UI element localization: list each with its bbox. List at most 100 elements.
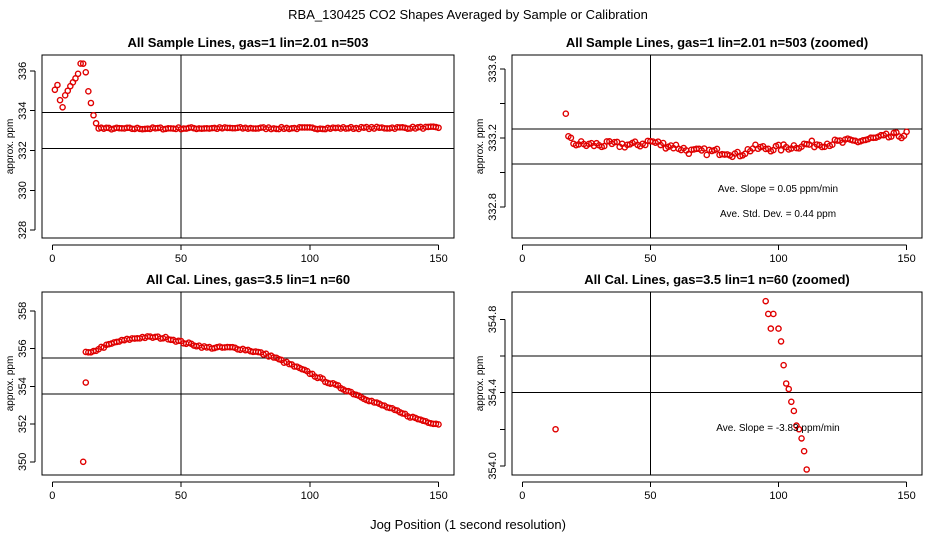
data-point	[306, 370, 314, 378]
data-point	[79, 60, 87, 67]
data-point	[92, 119, 100, 127]
y-tick-label: 356	[17, 339, 29, 357]
y-axis-label: approx. ppm	[5, 356, 16, 412]
data-point	[175, 337, 182, 345]
data-point	[254, 348, 262, 356]
y-tick-label: 333.2	[487, 124, 499, 152]
y-axis-label: approx. ppm	[475, 119, 486, 175]
x-tick-label: 50	[644, 253, 656, 265]
data-point	[788, 398, 795, 406]
annotation-text: Ave. Std. Dev. = 0.44 ppm	[720, 209, 836, 220]
data-point	[74, 70, 82, 78]
chart-panel-3: All Cal. Lines, gas=3.5 lin=1 n=60 approx…	[5, 272, 455, 502]
plot-frame	[511, 291, 923, 476]
panel-title: All Cal. Lines, gas=3.5 lin=1 n=60	[146, 272, 350, 287]
data-point	[829, 141, 836, 149]
y-tick-label: 352	[17, 415, 29, 433]
y-axis-label: approx. ppm	[475, 356, 486, 412]
figure-xlabel: Jog Position (1 second resolution)	[370, 517, 566, 532]
data-point	[777, 146, 785, 154]
x-tick-label: 100	[301, 490, 319, 502]
plot-frame	[511, 54, 923, 239]
data-point	[813, 141, 821, 148]
points-group	[552, 297, 810, 473]
data-point	[85, 88, 92, 95]
annotation-text: Ave. Slope = 0.05 ppm/min	[718, 184, 838, 195]
data-point	[285, 360, 293, 368]
x-tick-label: 0	[49, 490, 55, 502]
data-point	[378, 401, 386, 409]
data-point	[399, 410, 406, 417]
chart-panel-1: All Sample Lines, gas=1 lin=2.01 n=503 ap…	[5, 35, 455, 265]
y-tick-label: 354.4	[487, 379, 499, 407]
data-point	[713, 145, 721, 153]
y-tick-label: 354.8	[487, 306, 499, 334]
data-point	[435, 421, 442, 428]
data-point	[775, 325, 782, 332]
data-point	[51, 86, 59, 94]
chart-panel-2: All Sample Lines, gas=1 lin=2.01 n=503 (…	[475, 35, 923, 265]
plot-frame	[41, 291, 455, 476]
y-tick-label: 354	[17, 377, 29, 395]
data-point	[785, 385, 793, 393]
data-point	[798, 435, 805, 442]
data-point	[818, 143, 826, 151]
data-point	[87, 99, 95, 107]
data-point	[890, 129, 898, 137]
y-tick-label: 354.0	[487, 452, 499, 480]
data-point	[795, 425, 803, 433]
x-tick-label: 0	[519, 490, 525, 502]
panel-title: All Sample Lines, gas=1 lin=2.01 n=503 (…	[566, 35, 868, 50]
data-point	[782, 380, 790, 387]
y-tick-label: 333.6	[487, 55, 499, 83]
data-point	[762, 297, 769, 305]
x-tick-label: 0	[519, 253, 525, 265]
y-tick-label: 332	[17, 141, 29, 159]
panel-title: All Sample Lines, gas=1 lin=2.01 n=503	[128, 35, 369, 50]
data-point	[54, 81, 61, 89]
data-point	[780, 361, 787, 369]
data-point	[764, 310, 772, 318]
y-tick-label: 336	[17, 62, 29, 80]
y-axis-label: approx. ppm	[5, 119, 16, 175]
y-tick-label: 332.8	[487, 193, 499, 221]
data-point	[762, 145, 769, 153]
panels-container: All Sample Lines, gas=1 lin=2.01 n=503 ap…	[5, 35, 923, 502]
data-point	[90, 111, 97, 119]
x-tick-label: 150	[897, 253, 915, 265]
data-point	[435, 124, 442, 132]
data-point	[552, 425, 559, 433]
plot-frame	[41, 54, 455, 239]
data-point	[790, 407, 798, 415]
x-tick-label: 50	[175, 253, 187, 265]
data-point	[562, 110, 570, 118]
x-tick-label: 150	[429, 253, 447, 265]
data-point	[803, 140, 810, 148]
data-point	[56, 96, 64, 104]
x-tick-label: 100	[769, 253, 787, 265]
data-point	[803, 466, 810, 473]
annotation-text: Ave. Slope = -3.83 ppm/min	[716, 423, 840, 434]
points-group	[51, 60, 442, 133]
x-tick-label: 0	[49, 253, 55, 265]
points-group	[562, 110, 910, 161]
data-point	[59, 103, 66, 111]
y-tick-label: 350	[17, 453, 29, 471]
data-point	[767, 325, 775, 332]
data-point	[603, 138, 611, 145]
data-point	[79, 458, 87, 466]
data-point	[777, 338, 785, 345]
data-point	[808, 137, 816, 145]
data-point	[703, 151, 711, 159]
y-tick-label: 358	[17, 302, 29, 320]
y-tick-label: 334	[17, 102, 29, 120]
x-tick-label: 50	[644, 490, 656, 502]
x-tick-label: 100	[301, 253, 319, 265]
data-point	[82, 68, 90, 76]
x-tick-label: 50	[175, 490, 187, 502]
points-group	[79, 333, 442, 466]
x-tick-label: 150	[429, 490, 447, 502]
data-point	[903, 128, 910, 136]
data-point	[659, 139, 667, 147]
